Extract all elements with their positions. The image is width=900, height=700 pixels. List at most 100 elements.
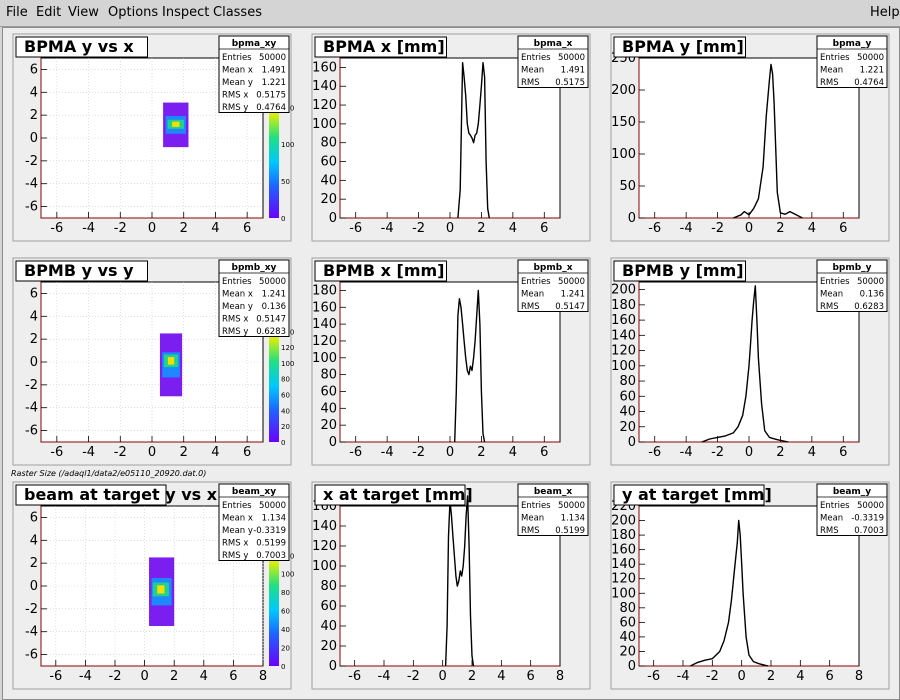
stats-box (517, 483, 589, 536)
x-tick-label: -6 (50, 445, 63, 460)
stats-label: RMS y (222, 103, 248, 113)
menu-options[interactable]: Options (108, 5, 159, 20)
pad-bpmb_y[interactable]: -6 -4 -2 0 2 4 6020406080100120140160180200BPM… (610, 257, 890, 466)
colorbar-tick-label: 40 (281, 626, 290, 634)
y-tick-label: -6 (25, 648, 38, 663)
x-tick-label: 0 (140, 669, 148, 684)
y-tick-label: 140 (611, 557, 636, 572)
stats-value: 1.221 (262, 78, 286, 88)
stats-label: Mean y (222, 302, 253, 312)
histogram-line (689, 519, 769, 667)
canvas-svg: 0 50 100 150 -6 -4 -2 0 2 4 6 -6 -4 -2 0 2 4 6 BPMA y vs x… (11, 33, 890, 690)
histogram-line (701, 285, 789, 443)
menu-edit[interactable]: Edit (36, 5, 62, 20)
menu-classes[interactable]: Classes (213, 5, 262, 20)
y-tick-label: -4 (25, 177, 38, 192)
x-tick-label: 8 (855, 669, 863, 684)
colorbar-tick-label: 120 (281, 344, 294, 352)
y-tick-label: 60 (619, 615, 636, 630)
y-tick-label: 180 (611, 298, 636, 313)
x-tick-label: 0 (148, 221, 156, 236)
y-tick-label: 140 (611, 328, 636, 343)
y-tick-label: 0 (329, 435, 337, 450)
stats-label: Mean (820, 290, 843, 300)
stats-name: bpma_xy (232, 39, 277, 49)
colorbar (269, 318, 279, 442)
y-tick-label: 120 (312, 334, 337, 349)
stats-value: 1.491 (262, 66, 286, 76)
stats-value: 0.4764 (256, 103, 286, 113)
x-tick-label: -6 (348, 669, 361, 684)
stats-label: Entries (820, 53, 850, 63)
x-tick-label: -2 (412, 445, 425, 460)
pad-beam_xy[interactable]: 020406080100120-6-4-202468-6-4-20246beam… (12, 481, 294, 690)
colorbar-tick-label: 0 (281, 663, 285, 671)
plot-title: y at target [mm] (622, 485, 772, 504)
y-tick-label: 160 (312, 60, 337, 75)
x-tick-label: -6 (648, 221, 661, 236)
x-tick-label: 0 (745, 221, 753, 236)
stats-label: Mean y (222, 526, 253, 536)
y-tick-label: 120 (611, 572, 636, 587)
y-tick-label: 200 (611, 514, 636, 529)
y-tick-label: 160 (611, 543, 636, 558)
stats-label: Entries (820, 277, 850, 287)
y-tick-label: 0 (329, 659, 337, 674)
title-box (613, 260, 746, 282)
y-tick-label: 20 (320, 639, 337, 654)
title-box (15, 36, 148, 58)
stats-name: bpmb_x (533, 263, 572, 273)
stats-value: 1.491 (561, 66, 585, 76)
y-tick-label: -2 (25, 602, 38, 617)
menu-file[interactable]: File (6, 5, 28, 20)
stats-label: RMS x (222, 315, 248, 325)
x-tick-label: -4 (381, 221, 394, 236)
colorbar-tick-label: 0 (281, 215, 285, 223)
y-tick-label: -2 (25, 154, 38, 169)
stats-label: RMS x (222, 91, 248, 101)
x-tick-label: -2 (412, 221, 425, 236)
menu-help[interactable]: Help (870, 5, 900, 20)
plot-title: BPMA y [mm] (622, 37, 744, 56)
x-tick-label: 6 (243, 221, 251, 236)
colorbar (269, 94, 279, 218)
x-tick-label: -2 (109, 669, 122, 684)
menu-view[interactable]: View (68, 5, 99, 20)
histogram-line (454, 289, 486, 443)
y-tick-label: 0 (329, 211, 337, 226)
stats-value: 50000 (558, 501, 585, 511)
title-box (314, 484, 466, 506)
menu-inspect[interactable]: Inspect (162, 5, 210, 20)
stats-box (816, 483, 888, 536)
x-tick-label: 2 (767, 669, 775, 684)
stats-label: RMS y (222, 551, 248, 561)
x-tick-label: 4 (509, 221, 517, 236)
x-tick-label: 2 (776, 445, 784, 460)
y-tick-label: -4 (25, 625, 38, 640)
colorbar-tick-label: 40 (281, 407, 290, 415)
stats-label: Mean (820, 66, 843, 76)
y-tick-label: 160 (611, 313, 636, 328)
plots-group: 0 50 100 150 -6 -4 -2 0 2 4 6 -6 -4 -2 0 2 4 6 BPMA y vs x… (12, 33, 890, 690)
title-box (613, 484, 765, 506)
stats-box (816, 35, 888, 88)
pad-bpmb_xy[interactable]: 020406080100120140-6-4-20246-6-4-20246BP… (12, 257, 294, 466)
pad-beam_y[interactable]: -6 -4 -2 0 2 4 6 802040608010012014016018020022… (610, 481, 890, 690)
y-tick-label: 40 (320, 173, 337, 188)
x-tick-label: 2 (468, 669, 476, 684)
root-canvas[interactable]: 0 50 100 150 -6 -4 -2 0 2 4 6 -6 -4 -2 0 2 4 6 BPMA y vs x… (2, 27, 900, 700)
x-tick-label: -2 (114, 445, 127, 460)
y-tick-label: 20 (619, 420, 636, 435)
colorbar-tick-label: 100 (281, 571, 294, 579)
plot-title: BPMB y vs y (24, 261, 134, 280)
y-tick-label: 80 (619, 601, 636, 616)
y-tick-label: 80 (619, 374, 636, 389)
x-tick-label: 0 (439, 669, 447, 684)
x-tick-label: 6 (826, 669, 834, 684)
y-tick-label: 60 (320, 384, 337, 399)
